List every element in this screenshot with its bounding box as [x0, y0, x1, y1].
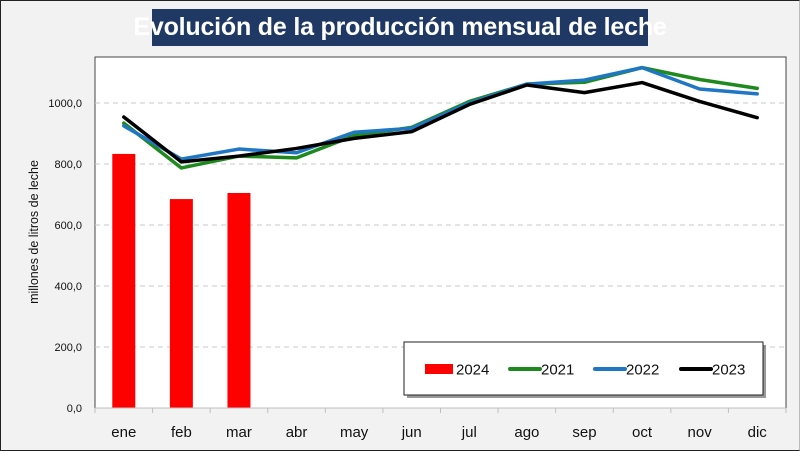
x-tick-label: may [340, 424, 369, 441]
y-tick-label: 600,0 [54, 220, 82, 232]
bars [112, 153, 251, 408]
x-tick-label: jun [401, 424, 422, 441]
chart-title: Evolución de la producción mensual de le… [133, 9, 667, 46]
x-tick-label: nov [688, 424, 713, 441]
bar-2024-mar [227, 192, 251, 408]
legend-label-2024: 2024 [456, 362, 489, 379]
y-tick-label: 1000,0 [48, 98, 82, 110]
bar-2024-feb [169, 199, 193, 408]
x-tick-label: abr [286, 424, 308, 441]
y-tick-label: 800,0 [54, 159, 82, 171]
y-tick-label: 200,0 [54, 342, 82, 354]
x-tick-label: ene [111, 424, 136, 441]
x-tick-label: jul [461, 424, 477, 441]
x-tick-label: ago [514, 424, 539, 441]
y-axis-ticks: 0,0 200,0 400,0 600,0 800,0 1000,0 [48, 98, 82, 415]
legend-swatch-2024 [425, 364, 453, 374]
x-tick-label: mar [226, 424, 252, 441]
legend-label-2022: 2022 [626, 362, 659, 379]
x-tick-label: sep [572, 424, 596, 441]
x-tick-label: oct [632, 424, 653, 441]
legend-label-2023: 2023 [712, 362, 745, 379]
legend: 2024 2021 2022 2023 [403, 341, 766, 398]
y-tick-label: 0,0 [67, 403, 82, 415]
x-tick-label: feb [171, 424, 192, 441]
y-tick-label: 400,0 [54, 281, 82, 293]
bar-2024-ene [112, 153, 136, 408]
y-axis-label: millones de litros de leche [27, 160, 41, 304]
line-series-2022 [122, 65, 759, 161]
x-axis: ene feb mar abr may jun jul ago sep oct nov dic [94, 407, 787, 441]
line-series-2023 [122, 80, 759, 164]
x-tick-label: dic [748, 424, 768, 441]
legend-label-2021: 2021 [541, 362, 574, 379]
lines [122, 65, 759, 170]
